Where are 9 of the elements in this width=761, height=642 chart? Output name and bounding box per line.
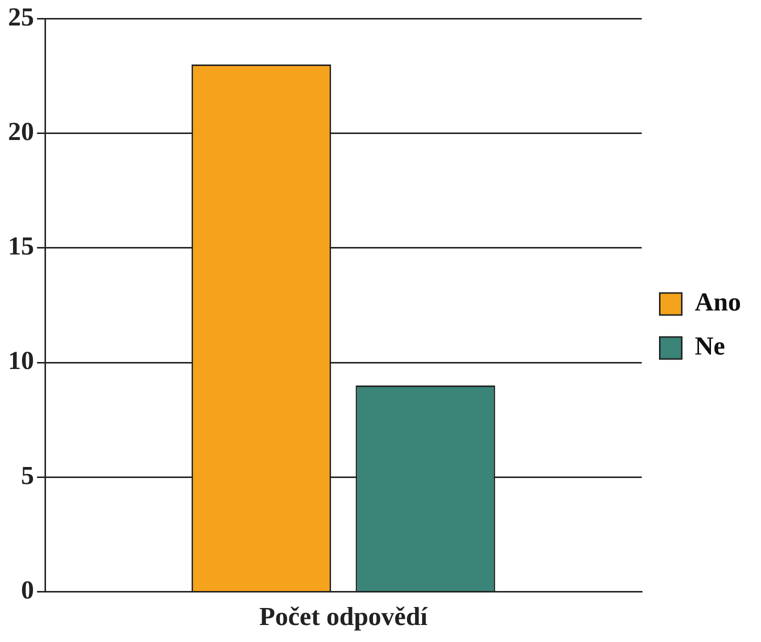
legend-label: Ne bbox=[694, 332, 726, 361]
y-tick-label: 15 bbox=[8, 232, 34, 261]
y-tick-label: 25 bbox=[8, 2, 34, 32]
legend-label: Ano bbox=[694, 288, 742, 317]
y-tick-label: 20 bbox=[8, 116, 34, 146]
y-tick-label: 5 bbox=[21, 460, 34, 490]
y-tick-label: 10 bbox=[8, 346, 34, 376]
y-tick-label: 0 bbox=[21, 576, 34, 605]
x-tick-label: Počet odpovědí bbox=[259, 602, 428, 632]
